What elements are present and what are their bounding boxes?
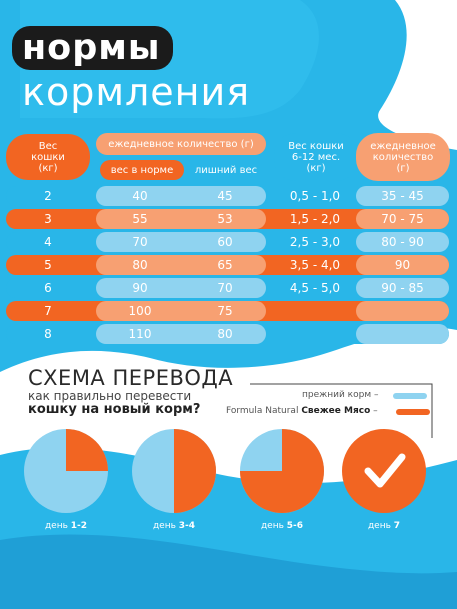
- weight-header: Вес кошки (кг): [6, 134, 90, 180]
- table-row-kitten-amount-segment: [356, 278, 449, 298]
- kitten-daily-header-line3: (г): [396, 162, 410, 174]
- pie-slice-new-food: [342, 429, 426, 513]
- day-label-range: 3-4: [178, 521, 196, 531]
- table-row-amount-segment: [96, 324, 266, 344]
- day-label-prefix: день: [152, 521, 179, 531]
- cell-kitten-weight: 1,5 - 2,0: [289, 212, 341, 226]
- legend-old-food-label: прежний корм –: [302, 390, 379, 400]
- table-row-kitten-amount-segment: [356, 324, 449, 344]
- table-row-kitten-amount-segment: [356, 232, 449, 252]
- cell-normal-amount: 90: [132, 281, 148, 295]
- legend-old-food: прежний корм –: [302, 390, 379, 400]
- table-row-amount-segment: [96, 186, 266, 206]
- overweight-header: лишний вес: [194, 164, 258, 176]
- day-label: день 1-2: [26, 521, 106, 531]
- cell-normal-amount: 40: [132, 189, 148, 203]
- table-row-amount-segment: [96, 255, 266, 275]
- table-row-amount-segment: [96, 301, 266, 321]
- weight-header-line3: (кг): [38, 162, 58, 174]
- table-row-kitten-amount-segment: [356, 255, 449, 275]
- transition-question-line1: как правильно перевести: [28, 389, 192, 403]
- kitten-daily-header-line1: ежедневное: [370, 140, 436, 152]
- cell-normal-amount: 80: [132, 258, 148, 272]
- cell-kitten-amount: 70 - 75: [381, 212, 424, 226]
- transition-pie-day-2: [132, 429, 216, 513]
- cell-weight: 5: [44, 258, 52, 272]
- table-row-amount-segment: [96, 209, 266, 229]
- cell-kitten-amount: 90 - 85: [381, 281, 424, 295]
- table-row-kitten-amount-segment: [356, 186, 449, 206]
- cell-weight: 4: [44, 235, 52, 249]
- cell-over-amount: 60: [217, 235, 233, 249]
- legend-new-food-suffix: –: [370, 406, 378, 416]
- day-label: день 3-4: [134, 521, 214, 531]
- cell-kitten-amount: 80 - 90: [381, 235, 424, 249]
- kitten-weight-header-line1: Вес кошки: [288, 140, 344, 152]
- cell-kitten-weight: 4,5 - 5,0: [289, 281, 341, 295]
- cell-weight: 6: [44, 281, 52, 295]
- cell-over-amount: 53: [217, 212, 233, 226]
- pie-slice-new-food: [66, 429, 108, 471]
- day-label: день 5-6: [242, 521, 322, 531]
- table-row-amount-segment: [96, 278, 266, 298]
- weight-header-line1: Вес: [38, 140, 58, 152]
- transition-pie-day-4: [342, 429, 426, 513]
- transition-pie-day-1: [24, 429, 108, 513]
- legend-new-food-prefix: Formula Natural: [226, 406, 302, 416]
- kitten-daily-header: ежедневное количество (г): [356, 133, 450, 181]
- table-row-kitten-amount-segment: [356, 209, 449, 229]
- checkmark-icon: [364, 453, 406, 488]
- pie-slice-new-food: [174, 429, 216, 513]
- cell-over-amount: 45: [217, 189, 233, 203]
- cell-kitten-weight: 3,5 - 4,0: [289, 258, 341, 272]
- daily-amount-header: ежедневное количество (г): [96, 133, 266, 155]
- cell-weight: 3: [44, 212, 52, 226]
- page-title: нормы: [12, 26, 173, 70]
- normal-weight-header: вес в норме: [100, 160, 184, 180]
- cell-normal-amount: 55: [132, 212, 148, 226]
- cell-normal-amount: 70: [132, 235, 148, 249]
- day-label-range: 1-2: [70, 521, 88, 531]
- pie-slice-new-food: [240, 429, 324, 513]
- day-label-prefix: день: [367, 521, 394, 531]
- cell-over-amount: 70: [217, 281, 233, 295]
- legend-new-swatch: [396, 409, 430, 415]
- day-label: день 7: [344, 521, 424, 531]
- cell-kitten-amount: 90: [394, 258, 411, 272]
- cell-weight: 2: [44, 189, 52, 203]
- day-label-range: 7: [393, 521, 401, 531]
- day-label-prefix: день: [44, 521, 71, 531]
- cell-over-amount: 80: [217, 327, 233, 341]
- cell-weight: 7: [44, 304, 52, 318]
- weight-header-line2: кошки: [31, 151, 65, 163]
- cell-kitten-weight: 2,5 - 3,0: [289, 235, 341, 249]
- cell-over-amount: 75: [217, 304, 233, 318]
- kitten-weight-header: Вес кошки 6-12 мес. (кг): [274, 133, 358, 181]
- cell-kitten-amount: 35 - 45: [381, 189, 424, 203]
- transition-pie-day-3: [240, 429, 324, 513]
- day-label-range: 5-6: [286, 521, 304, 531]
- legend-new-food: Formula Natural Свежее Мясо –: [226, 406, 378, 416]
- cell-over-amount: 65: [217, 258, 233, 272]
- kitten-daily-header-line2: количество: [372, 151, 434, 163]
- kitten-weight-header-line2: 6-12 мес.: [291, 151, 341, 163]
- table-row-kitten-amount-segment: [356, 301, 449, 321]
- table-row-amount-segment: [96, 232, 266, 252]
- legend-old-swatch: [393, 393, 427, 399]
- cell-normal-amount: 100: [128, 304, 152, 318]
- page-subtitle: кормления: [22, 70, 251, 114]
- legend-new-food-brand: Свежее Мясо: [301, 406, 371, 416]
- cell-kitten-weight: 0,5 - 1,0: [289, 189, 341, 203]
- transition-question-line2: кошку на новый корм?: [28, 402, 201, 417]
- kitten-weight-header-line3: (кг): [306, 162, 326, 174]
- transition-title: СХЕМА ПЕРЕВОДА: [28, 366, 234, 390]
- cell-normal-amount: 110: [128, 327, 152, 341]
- cell-weight: 8: [44, 327, 52, 341]
- day-label-prefix: день: [260, 521, 287, 531]
